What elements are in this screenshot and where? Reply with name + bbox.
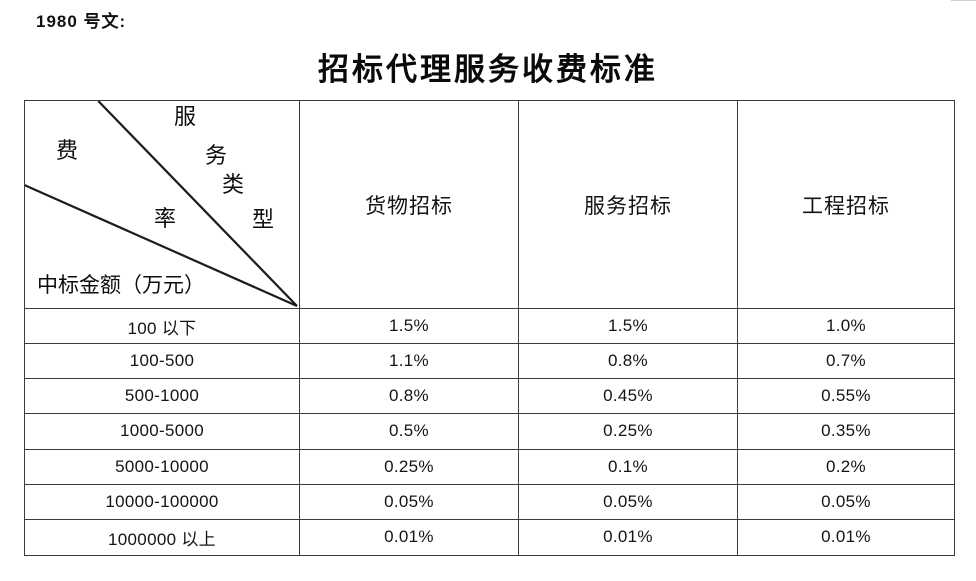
row-range-cell: 100-500	[25, 344, 300, 380]
rate-cell: 0.25%	[519, 414, 738, 450]
diagonal-lines-icon	[25, 101, 298, 308]
corner-fee-char: 费	[56, 138, 79, 163]
column-header-goods: 货物招标	[300, 101, 519, 309]
rate-cell: 0.35%	[738, 414, 954, 450]
rate-cell: 1.5%	[519, 309, 738, 345]
rate-cell: 0.5%	[300, 414, 519, 450]
row-range-cell: 10000-100000	[25, 484, 300, 520]
corner-rate-char: 率	[154, 206, 177, 231]
rate-cell: 0.05%	[519, 484, 738, 520]
column-header-service: 服务招标	[519, 101, 738, 309]
corner-cell: 费 率 服 务 类 型 中标金额（万元）	[25, 101, 300, 309]
row-range-cell: 1000000 以上	[25, 519, 300, 555]
rate-cell: 0.2%	[738, 449, 954, 485]
corner-amount-label: 中标金额（万元）	[37, 273, 205, 297]
fee-standard-table: 费 率 服 务 类 型 中标金额（万元） 货物招标 服务招标 工程招标 100 …	[24, 100, 955, 556]
corner-type-char: 服	[174, 104, 197, 129]
rate-cell: 0.05%	[300, 484, 519, 520]
page-title: 招标代理服务收费标准	[318, 52, 658, 87]
rate-cell: 0.01%	[738, 519, 954, 555]
rate-cell: 0.1%	[519, 449, 738, 485]
rate-cell: 1.5%	[300, 309, 519, 345]
row-range-cell: 500-1000	[25, 379, 300, 415]
rate-cell: 1.1%	[300, 344, 519, 380]
rate-cell: 0.7%	[738, 344, 954, 380]
rate-cell: 0.25%	[300, 449, 519, 485]
rate-cell: 1.0%	[738, 309, 954, 345]
row-range-cell: 5000-10000	[25, 449, 300, 485]
column-header-engineering: 工程招标	[738, 101, 954, 309]
rate-cell: 0.01%	[300, 519, 519, 555]
rate-cell: 0.45%	[519, 379, 738, 415]
rate-cell: 0.8%	[519, 344, 738, 380]
window-edge-artifact	[951, 0, 976, 1]
rate-cell: 0.8%	[300, 379, 519, 415]
rate-cell: 0.01%	[519, 519, 738, 555]
doc-number: 1980 号文:	[36, 12, 127, 31]
corner-type-char: 型	[252, 207, 275, 232]
rate-cell: 0.05%	[738, 484, 954, 520]
rate-cell: 0.55%	[738, 379, 954, 415]
corner-type-char: 务	[205, 143, 228, 168]
row-range-cell: 1000-5000	[25, 414, 300, 450]
row-range-cell: 100 以下	[25, 309, 300, 345]
corner-type-char: 类	[222, 172, 245, 197]
